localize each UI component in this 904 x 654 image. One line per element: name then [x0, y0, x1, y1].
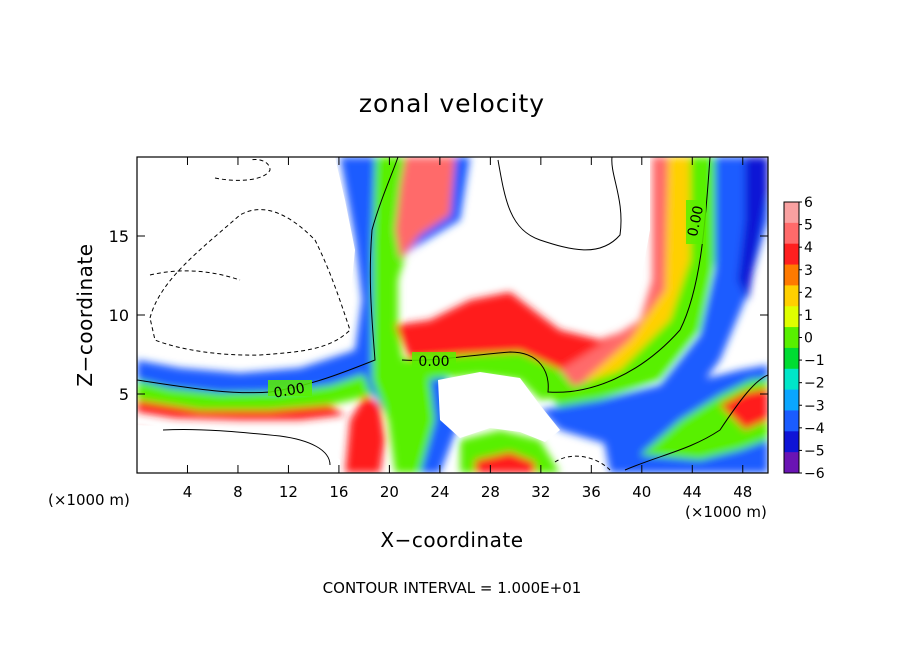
x-axis-label: X−coordinate	[380, 528, 523, 552]
colorbar-label: −5	[804, 443, 825, 459]
velocity-field	[137, 157, 768, 473]
x-tick-label: 16	[329, 483, 348, 501]
low-band-green	[137, 372, 375, 410]
right-purple-edge	[738, 157, 768, 300]
y-axis-label: Z−coordinate	[73, 243, 97, 386]
colorbar-swatch	[784, 222, 799, 245]
colorbar-label: 3	[804, 263, 813, 279]
colorbar-label: −1	[804, 353, 825, 369]
colorbar-swatch	[784, 347, 799, 370]
lower-right-red	[720, 388, 768, 430]
colorbar-swatch	[784, 452, 799, 474]
colorbar-swatch	[784, 264, 799, 286]
contour-label: 0.00	[273, 380, 306, 401]
colorbar-label: −3	[804, 398, 825, 414]
contour-interval-note: CONTOUR INTERVAL = 1.000E+01	[323, 579, 582, 597]
dashed-contour-mid	[149, 270, 241, 281]
contour-label: 0.00	[418, 354, 449, 370]
lower-white-area	[438, 372, 560, 442]
x-tick-label: 40	[632, 483, 651, 501]
colorbar-swatch	[784, 368, 799, 391]
colorbar-label: 5	[804, 218, 813, 234]
y-tick-label: 5	[119, 385, 129, 404]
dashed-contour-top	[214, 159, 271, 181]
x-tick-label: 28	[481, 483, 500, 501]
x18-red-tongue	[345, 395, 385, 473]
x-tick-label: 12	[279, 483, 298, 501]
right-column-green	[550, 157, 720, 410]
dashed-contour-bottom	[554, 455, 611, 471]
x-tick-label: 44	[683, 483, 702, 501]
contour-lines	[137, 157, 768, 471]
colorbar-swatch	[784, 410, 799, 432]
colorbar-label: 0	[804, 331, 813, 347]
low-band-red	[137, 400, 345, 420]
x-tick-label: 8	[233, 483, 243, 501]
colorbar-label: −6	[804, 466, 825, 482]
x-unit-right: (×1000 m)	[685, 503, 767, 521]
x-tick-label: 48	[733, 483, 752, 501]
contour-label: 0.00	[685, 204, 707, 238]
colorbar-label: −2	[804, 376, 825, 392]
solid-contour-right	[624, 374, 768, 471]
colorbar-swatch	[784, 327, 799, 349]
x-tick-label: 24	[430, 483, 449, 501]
colorbar-swatch	[784, 285, 799, 307]
x-tick-label: 20	[380, 483, 399, 501]
upper-left-white	[137, 157, 355, 350]
upper-white-area	[490, 157, 650, 320]
colorbar-label: 1	[804, 308, 813, 324]
zero-contour-mid	[401, 157, 711, 393]
x-unit-left: (×1000 m)	[48, 491, 130, 509]
colorbar-swatch	[784, 389, 799, 411]
colorbar-label: 4	[804, 240, 813, 256]
dashed-contour-large	[149, 209, 351, 356]
y-tick-label: 15	[109, 227, 129, 246]
column-red	[395, 157, 455, 260]
solid-contour-upper	[497, 157, 622, 251]
solid-contour-lower-left	[162, 428, 331, 466]
x-tick-label: 32	[531, 483, 550, 501]
colorbar-swatch	[784, 243, 799, 266]
y-tick-label: 10	[109, 306, 129, 325]
colorbar-label: −4	[804, 421, 825, 437]
chart-title: zonal velocity	[359, 89, 545, 118]
x-axis: 4 8 12 16 20 24 28 32 36 40 44 48	[183, 157, 752, 501]
colorbar-label: 6	[804, 195, 813, 211]
colorbar-swatch	[784, 306, 799, 328]
colorbar-label: 2	[804, 285, 813, 301]
zero-contour-lower	[137, 157, 399, 394]
colorbar-swatch	[784, 202, 799, 224]
y-axis: 5 10 15	[109, 227, 768, 404]
column-green	[372, 157, 455, 473]
colorbar: 6 5 4 3 2 1 0 −1 −2 −3 −4 −5 −6	[783, 195, 825, 482]
colorbar-swatch	[784, 431, 799, 453]
x-tick-label: 36	[582, 483, 601, 501]
x-tick-label: 4	[183, 483, 193, 501]
